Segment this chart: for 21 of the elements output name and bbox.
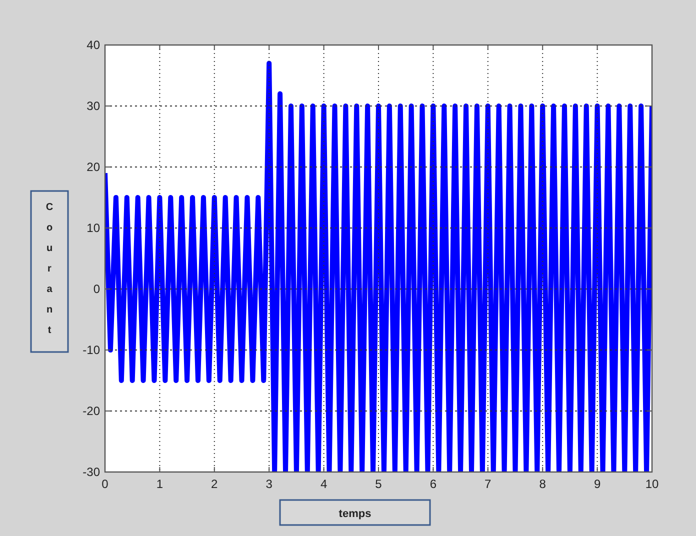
x-tick-label: 6 [430, 477, 437, 491]
y-tick-label: -30 [82, 465, 100, 479]
y-tick-label: 20 [86, 160, 100, 174]
x-tick-label: 5 [375, 477, 382, 491]
x-tick-label: 0 [102, 477, 109, 491]
x-tick-label: 9 [594, 477, 601, 491]
x-axis-title: temps [338, 508, 372, 520]
x-tick-label: 8 [539, 477, 546, 491]
y-tick-label: -10 [82, 343, 100, 357]
y-tick-label: 30 [86, 99, 100, 113]
y-tick-label: 10 [86, 221, 100, 235]
y-axis-title: Courant [46, 202, 54, 336]
x-tick-label: 1 [156, 477, 164, 491]
x-tick-label: 2 [211, 477, 218, 491]
y-tick-label: -20 [82, 404, 100, 418]
x-tick-label: 7 [484, 477, 492, 491]
x-tick-label: 4 [320, 477, 328, 491]
y-tick-label: 0 [93, 282, 100, 296]
x-tick-label: 3 [266, 477, 273, 491]
y-tick-label: 40 [86, 38, 100, 52]
x-tick-label: 10 [645, 477, 659, 491]
